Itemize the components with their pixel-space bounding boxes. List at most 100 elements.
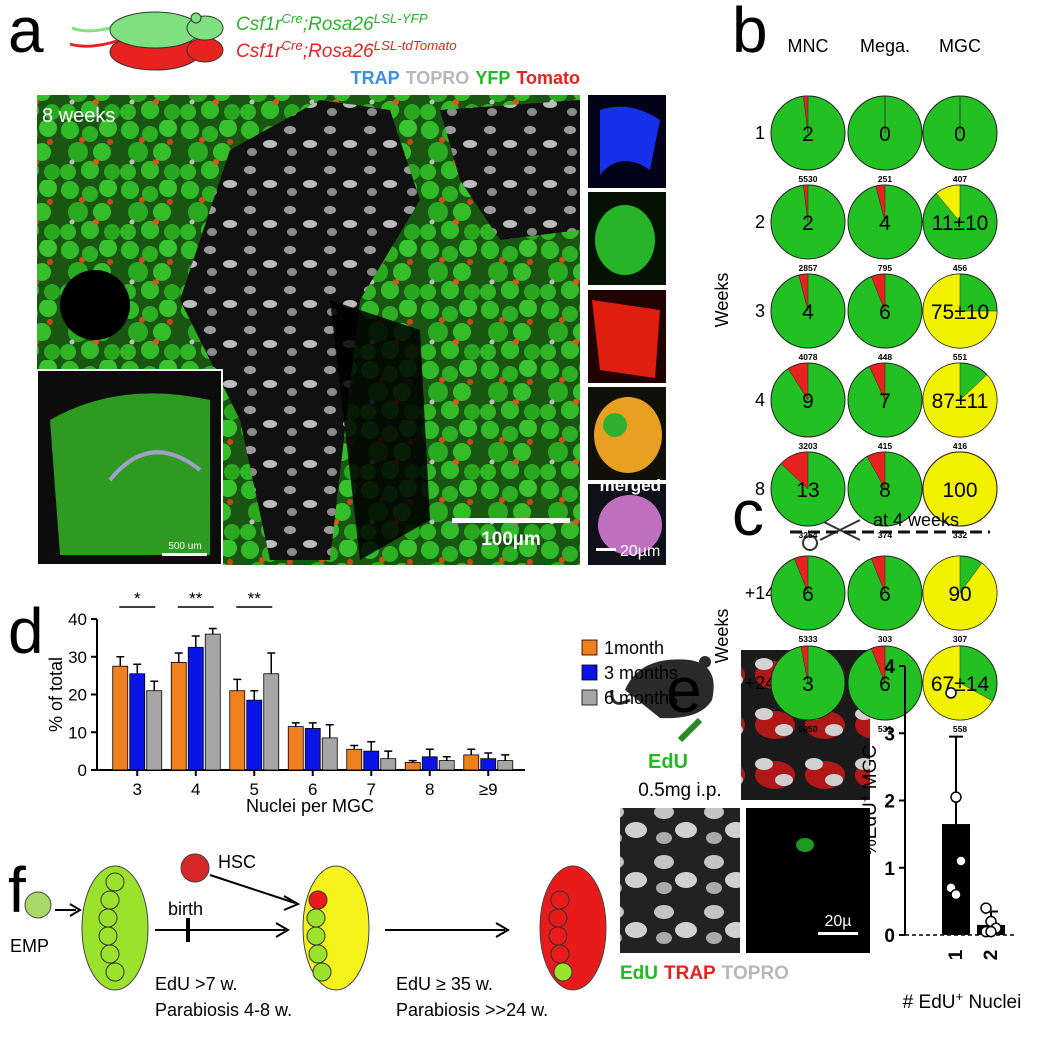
count-label: 531 <box>878 724 892 734</box>
pie-label: 6 <box>879 583 891 606</box>
bar <box>304 728 321 771</box>
data-point <box>980 902 992 914</box>
y-axis-label: %EdU+ MGC <box>857 745 882 856</box>
error-bar <box>291 722 300 727</box>
y-tick-label: 0 <box>78 761 87 780</box>
scale-bar-label: 500 um <box>168 541 201 552</box>
pie-wedge <box>936 184 961 223</box>
x-tick-label: 3 <box>133 780 142 799</box>
text-part: Csf1r <box>236 14 282 35</box>
data-point <box>950 888 962 901</box>
y-tick-label: 4 <box>884 657 895 678</box>
stain-legend: EdU TRAP TOPRO <box>620 963 789 984</box>
error-bar <box>116 656 125 667</box>
significance-label: ** <box>189 589 203 608</box>
pie-label: 4 <box>802 301 814 324</box>
pie-wedge <box>803 95 809 134</box>
legend-label: 1month <box>604 638 664 658</box>
x-tick-label: ≥9 <box>479 780 498 799</box>
pie-wedge <box>875 184 886 223</box>
bar <box>263 673 280 771</box>
significance-label: * <box>134 589 141 608</box>
x-axis-label: # EdU+ Nuclei <box>903 989 1022 1014</box>
pie-label: 6 <box>879 301 891 324</box>
error-bar <box>133 663 142 674</box>
pie-wedge <box>871 645 886 684</box>
row-label: 4 <box>755 390 765 410</box>
count-label: 332 <box>953 530 967 540</box>
error-bar <box>350 744 359 750</box>
count-label: 307 <box>953 634 967 644</box>
error-bar <box>484 752 493 759</box>
error-bar <box>949 735 963 825</box>
count-label: 3254 <box>799 530 818 540</box>
text-part: Csf1r <box>236 41 282 62</box>
row-label: +14 <box>745 583 776 603</box>
stage-label: EdU ≥ 35 w. <box>396 974 493 994</box>
bar <box>229 690 246 771</box>
error-bar <box>150 680 159 691</box>
y-tick-label: 20 <box>68 686 87 705</box>
cell-label: EMP <box>10 936 49 956</box>
x-axis-label: Nuclei per MGC <box>246 796 374 816</box>
data-point <box>950 791 962 803</box>
data-point <box>985 925 997 938</box>
pie-label: 11±10 <box>932 212 989 235</box>
superscript: Cre <box>281 11 302 26</box>
x-tick-label: 4 <box>191 780 200 799</box>
y-tick-label: 40 <box>68 610 87 629</box>
scale-bar-label: 20µ <box>824 913 851 930</box>
pie-label: 87±11 <box>932 390 989 413</box>
count-label: 4078 <box>799 352 818 362</box>
error-bar <box>208 627 217 635</box>
text-part: ;Rosa26 <box>303 41 374 62</box>
stain-label: TRAP <box>664 963 716 984</box>
y-tick-label: 2 <box>884 792 895 813</box>
bar <box>170 662 187 771</box>
pie-label: 2 <box>802 123 814 146</box>
pie-wedge <box>787 362 809 401</box>
cell-label: HSC <box>218 852 256 872</box>
bar <box>463 754 480 771</box>
bar <box>246 699 263 771</box>
bar <box>287 726 304 771</box>
superscript: + <box>857 794 872 802</box>
x-tick-label: 5 <box>250 780 259 799</box>
panel-label: f <box>8 854 26 926</box>
pie-wedge <box>800 645 809 684</box>
count-label: 5530 <box>799 174 818 184</box>
superscript: + <box>955 989 963 1004</box>
x-tick-label: 1 <box>946 949 967 960</box>
genotype-label: Csf1rCre;Rosa26LSL-tdTomato <box>236 38 457 63</box>
dose-label: 0.5mg i.p. <box>638 780 721 801</box>
count-label: 3203 <box>799 441 818 451</box>
pie-label: 6 <box>879 673 891 696</box>
y-tick-label: 30 <box>68 648 87 667</box>
x-tick-label: 8 <box>425 780 434 799</box>
text-part: %EdU <box>860 802 881 856</box>
pie-label: 90 <box>948 583 971 606</box>
age-label: 8 weeks <box>42 105 115 127</box>
micrograph-channels <box>588 95 666 565</box>
y-tick-label: 10 <box>68 723 87 742</box>
count-label: 5333 <box>799 634 818 644</box>
significance-label: ** <box>248 589 262 608</box>
row-label: 8 <box>755 479 765 499</box>
column-header: MNC <box>788 36 829 56</box>
count-label: 374 <box>878 530 892 540</box>
y-axis-label: % of total <box>46 657 66 732</box>
stage-label: Parabiosis 4-8 w. <box>155 1000 292 1020</box>
pie-label: 67±14 <box>931 673 990 696</box>
x-tick-label: 7 <box>367 780 376 799</box>
reagent-label: EdU <box>648 751 688 773</box>
count-label: 456 <box>953 263 967 273</box>
count-label: 551 <box>953 352 967 362</box>
stain-label: TRAP <box>351 68 400 88</box>
legend-swatch <box>581 664 598 681</box>
scale-bar-label: 20µm <box>620 543 660 560</box>
pie-label: 0 <box>879 123 891 146</box>
pie-wedge <box>803 184 809 223</box>
count-label: 303 <box>878 634 892 644</box>
text-part: Nuclei <box>963 992 1021 1013</box>
x-tick-label: 6 <box>308 780 317 799</box>
